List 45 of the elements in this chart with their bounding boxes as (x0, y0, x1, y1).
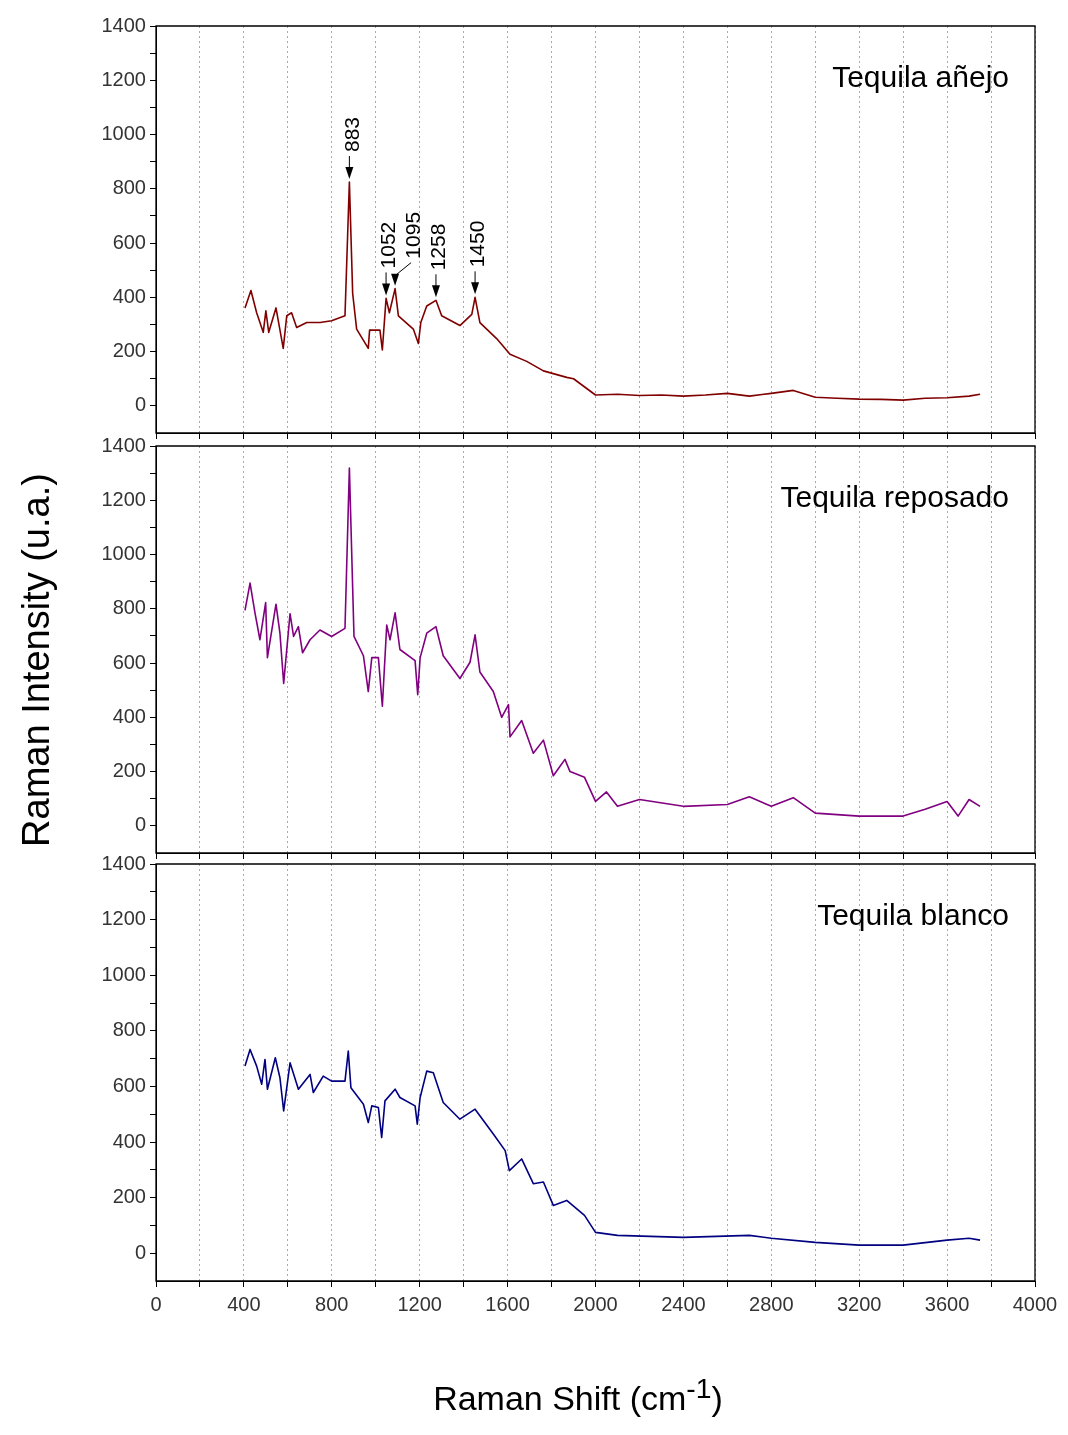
x-tick-label: 0 (150, 1292, 162, 1315)
y-tick-label: 200 (112, 1185, 146, 1208)
y-tick-label: 1200 (101, 67, 146, 90)
y-tick-label: 400 (112, 704, 146, 727)
y-tick-label: 0 (134, 393, 146, 416)
x-tick-label: 2400 (661, 1292, 706, 1315)
y-tick-label: 1000 (101, 962, 146, 985)
annotation: 1258 (426, 223, 450, 271)
y-tick-label: 400 (112, 1129, 146, 1152)
y-tick-label: 600 (112, 1073, 146, 1096)
y-tick-label: 1200 (101, 907, 146, 930)
y-tick-label: 1400 (101, 851, 146, 874)
annotation: 1052 (376, 221, 400, 269)
y-tick-label: 1400 (101, 13, 146, 36)
y-tick-label: 1400 (101, 433, 146, 456)
annotation: Tequila añejo (832, 60, 1009, 94)
x-tick-label: 1200 (397, 1292, 442, 1315)
y-tick-label: 400 (112, 284, 146, 307)
x-tick-label: 2000 (573, 1292, 618, 1315)
y-tick-label: 1000 (101, 122, 146, 145)
y-tick-label: 1200 (101, 487, 146, 510)
y-tick-label: 800 (112, 1018, 146, 1041)
x-tick-label: 400 (227, 1292, 261, 1315)
x-axis-title: Raman Shift (cm$^{-1}$) (433, 1371, 723, 1419)
y-tick-label: 600 (112, 230, 146, 253)
x-tick-label: 2800 (749, 1292, 794, 1315)
y-tick-label: 1000 (101, 542, 146, 565)
annotation: Tequila reposado (780, 480, 1009, 514)
y-tick-label: 0 (134, 1240, 146, 1263)
annotation: 1095 (401, 211, 425, 259)
y-tick-label: 200 (112, 339, 146, 362)
annotation: 883 (339, 116, 363, 153)
y-axis-title: Raman Intensity (u.a.) (14, 473, 58, 847)
y-tick-label: 200 (112, 759, 146, 782)
annotation: 1450 (465, 220, 489, 268)
y-tick-label: 800 (112, 176, 146, 199)
x-tick-label: 4000 (1012, 1292, 1058, 1315)
y-tick-label: 600 (112, 650, 146, 673)
x-tick-label: 3600 (924, 1292, 970, 1315)
x-tick-label: 3200 (836, 1292, 882, 1315)
annotation: Tequila blanco (817, 898, 1009, 932)
x-tick-label: 1600 (485, 1292, 530, 1315)
y-tick-label: 0 (134, 813, 146, 836)
x-tick-label: 800 (315, 1292, 349, 1315)
y-tick-label: 800 (112, 596, 146, 619)
